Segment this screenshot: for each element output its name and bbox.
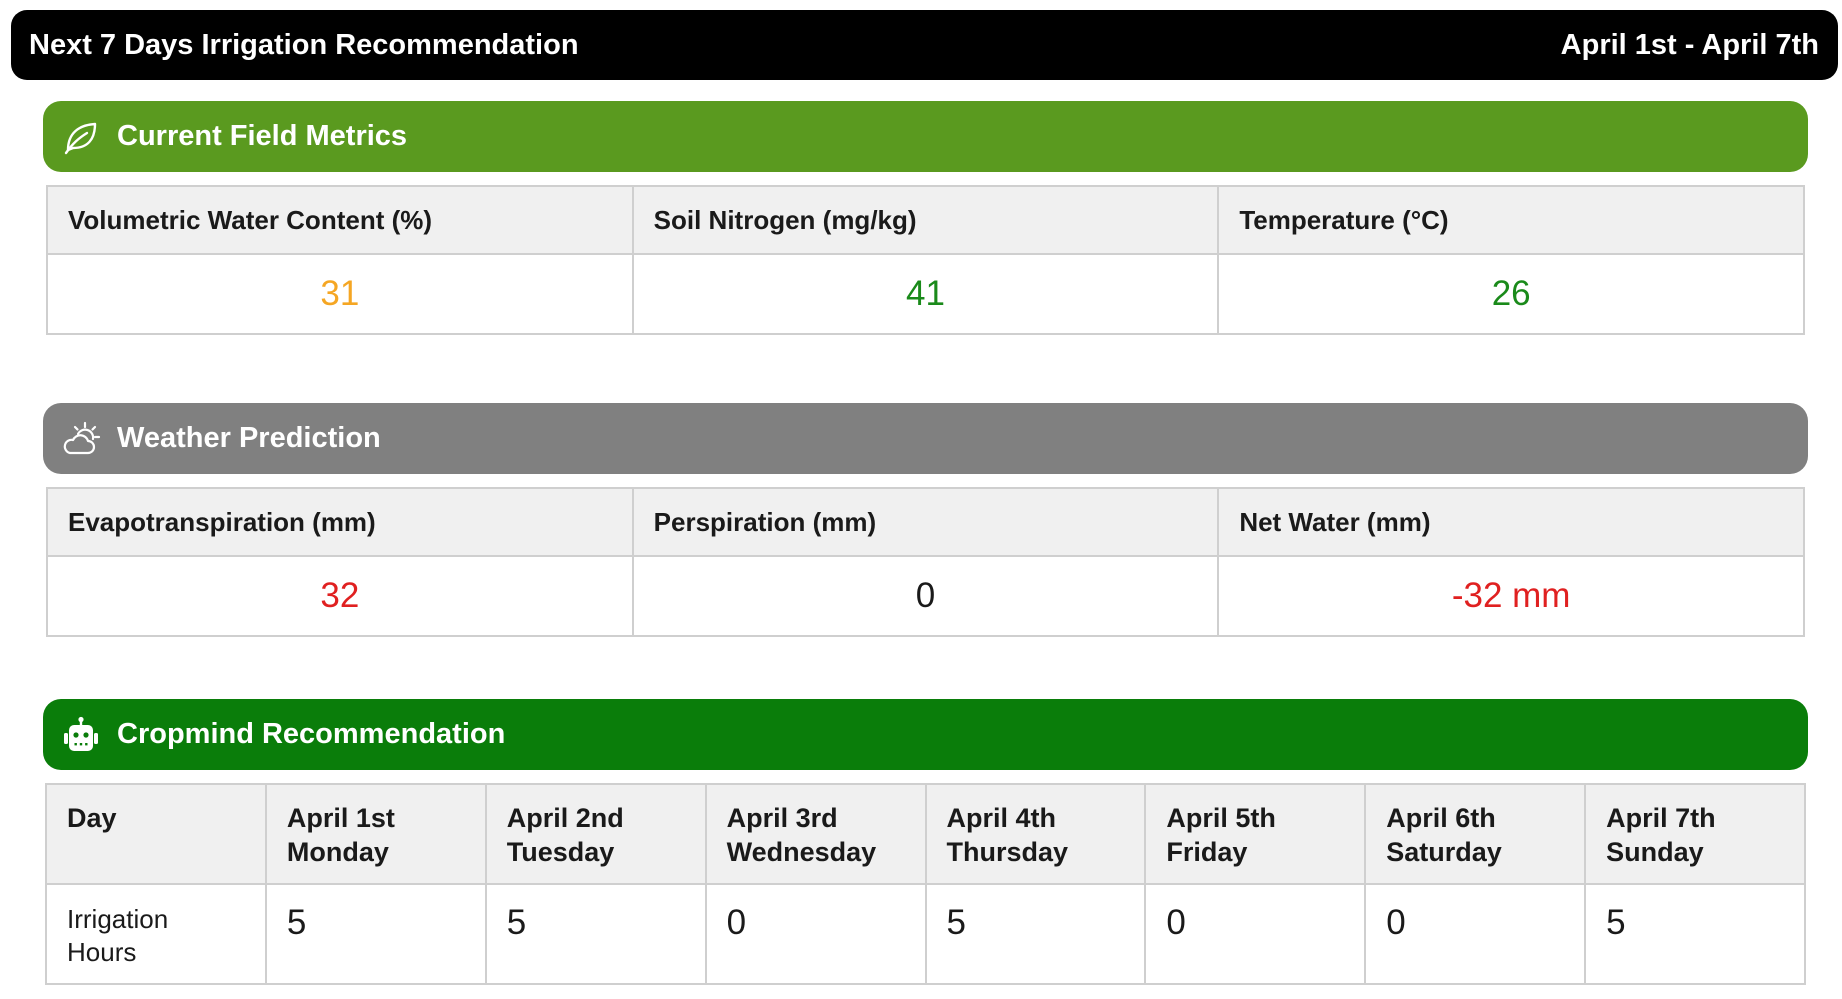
evapotranspiration-header: Evapotranspiration (mm) [46, 487, 634, 557]
field-metrics-header: Current Field Metrics [43, 101, 1808, 172]
field-metrics-title: Current Field Metrics [117, 120, 408, 152]
weather-title: Weather Prediction [117, 422, 381, 454]
day-weekday: Tuesday [506, 837, 615, 867]
robot-icon [59, 713, 103, 757]
vwc-value: 31 [46, 253, 634, 335]
day-date: April 2nd [506, 803, 624, 833]
date-range: April 1st - April 7th [1560, 28, 1819, 61]
table-header-row: Evapotranspiration (mm) Perspiration (mm… [46, 487, 1805, 557]
weather-header: Weather Prediction [43, 403, 1808, 474]
irrigation-hours-cell: 0 [1364, 883, 1587, 985]
weather-table: Evapotranspiration (mm) Perspiration (mm… [46, 487, 1805, 637]
table-row: 31 41 26 [46, 253, 1805, 335]
day-column-header: April 6th Saturday [1364, 783, 1587, 885]
nitrogen-header: Soil Nitrogen (mg/kg) [631, 185, 1220, 255]
irrigation-hours-label: Irrigation Hours [45, 883, 267, 985]
perspiration-header: Perspiration (mm) [631, 487, 1220, 557]
perspiration-value: 0 [631, 555, 1220, 637]
row-label-line: Irrigation [67, 904, 169, 934]
recommendation-table: Day April 1st Monday April 2nd Tuesday A… [45, 783, 1806, 985]
day-column-header: April 2nd Tuesday [484, 783, 707, 885]
day-weekday: Saturday [1386, 837, 1502, 867]
day-weekday: Thursday [946, 837, 1069, 867]
day-column-header: April 7th Sunday [1584, 783, 1806, 885]
recommendation-header: Cropmind Recommendation [43, 699, 1808, 770]
day-column-header: April 3rd Wednesday [704, 783, 927, 885]
recommendation-title: Cropmind Recommendation [117, 718, 506, 750]
irrigation-hours-cell: 0 [704, 883, 927, 985]
day-weekday: Wednesday [726, 837, 877, 867]
day-date: April 3rd [726, 803, 838, 833]
row-label-line: Hours [67, 937, 137, 967]
temperature-value: 26 [1217, 253, 1805, 335]
table-row: Irrigation Hours 5 5 0 5 0 0 5 [45, 883, 1806, 985]
field-metrics-table: Volumetric Water Content (%) Soil Nitrog… [46, 185, 1805, 335]
day-weekday: Friday [1166, 837, 1248, 867]
page-title: Next 7 Days Irrigation Recommendation [29, 28, 579, 61]
temperature-header: Temperature (°C) [1217, 185, 1805, 255]
vwc-header: Volumetric Water Content (%) [46, 185, 634, 255]
leaf-icon [59, 115, 103, 159]
day-column-header: April 1st Monday [264, 783, 487, 885]
table-row: 32 0 -32 mm [46, 555, 1805, 637]
day-column-header: April 5th Friday [1144, 783, 1367, 885]
day-weekday: Sunday [1606, 837, 1704, 867]
day-date: April 1st [286, 803, 395, 833]
table-header-row: Volumetric Water Content (%) Soil Nitrog… [46, 185, 1805, 255]
day-header: Day [45, 783, 267, 885]
irrigation-hours-cell: 5 [924, 883, 1147, 985]
net-water-value: -32 mm [1217, 555, 1805, 637]
irrigation-hours-cell: 5 [484, 883, 707, 985]
day-date: April 4th [946, 803, 1057, 833]
net-water-header: Net Water (mm) [1217, 487, 1805, 557]
nitrogen-value: 41 [631, 253, 1220, 335]
day-weekday: Monday [286, 837, 389, 867]
day-date: April 6th [1386, 803, 1496, 833]
day-date: April 5th [1166, 803, 1276, 833]
irrigation-hours-cell: 0 [1144, 883, 1367, 985]
day-column-header: April 4th Thursday [924, 783, 1147, 885]
irrigation-hours-cell: 5 [1584, 883, 1806, 985]
partly-cloudy-icon [59, 417, 103, 461]
evapotranspiration-value: 32 [46, 555, 634, 637]
title-bar: Next 7 Days Irrigation Recommendation Ap… [11, 10, 1838, 80]
table-header-row: Day April 1st Monday April 2nd Tuesday A… [45, 783, 1806, 885]
day-date: April 7th [1606, 803, 1716, 833]
irrigation-hours-cell: 5 [264, 883, 487, 985]
